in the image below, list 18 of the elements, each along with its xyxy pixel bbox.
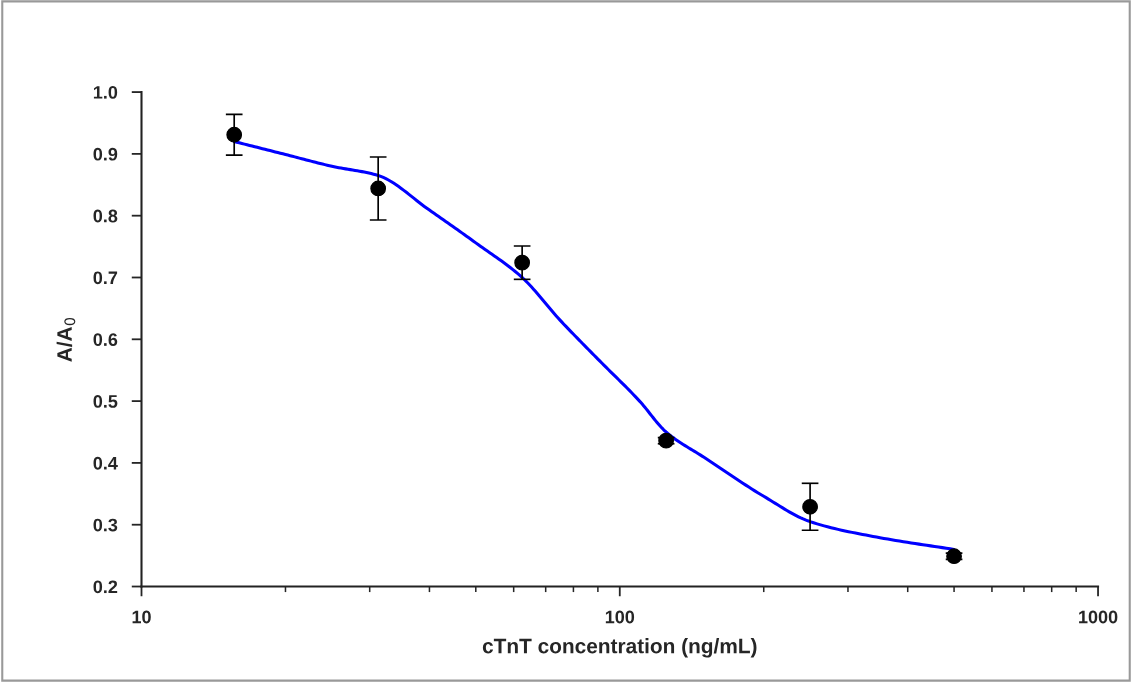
y-tick-label: 0.4	[93, 456, 118, 470]
point	[370, 180, 387, 197]
x-axis-title: cTnT concentration (ng/mL)	[482, 638, 757, 658]
point	[226, 126, 243, 143]
y-tick-label: 0.7	[93, 271, 118, 285]
x-tick-label: 1000	[1079, 610, 1118, 624]
y-tick-label: 0.3	[93, 518, 118, 532]
y-tick-label: 0.6	[93, 333, 118, 347]
y-tick-label: 1.0	[93, 86, 118, 99]
y-tick-label: 0.2	[93, 580, 118, 594]
point	[802, 498, 818, 515]
y-tick-label: 0.5	[93, 395, 118, 408]
x-tick-label: 100	[605, 610, 635, 624]
y-axis-title: A/A$_{0}$	[56, 317, 76, 362]
y-tick-label: 0.8	[93, 209, 118, 223]
x-tick-label: 10	[132, 610, 151, 624]
y-tick-label: 0.9	[93, 147, 118, 161]
point	[514, 254, 531, 271]
